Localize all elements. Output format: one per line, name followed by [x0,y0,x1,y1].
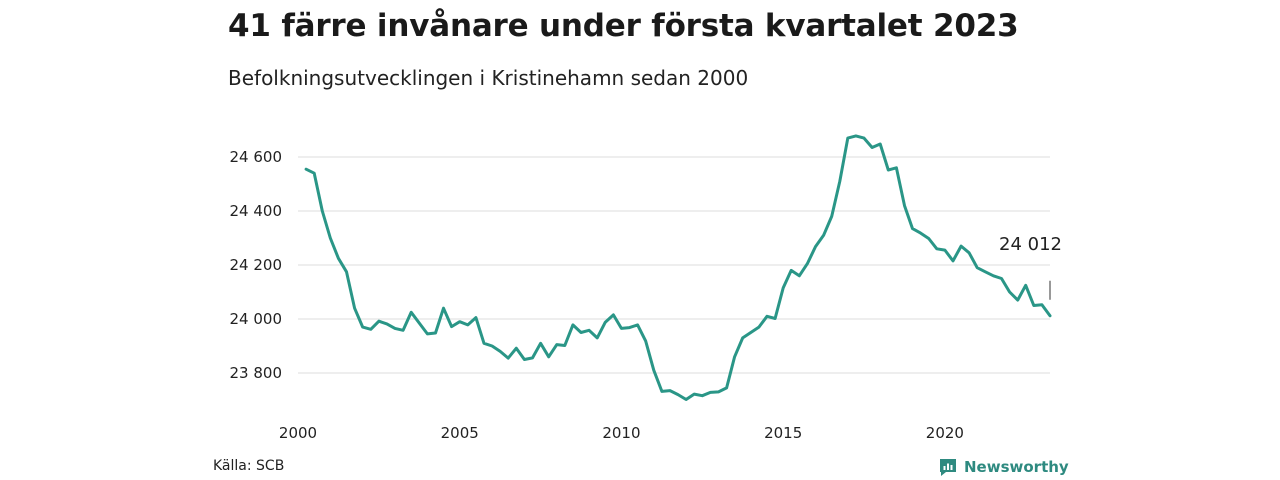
y-tick-label: 24 200 [230,256,283,274]
y-axis-ticks: 23 800 24 000 24 200 24 400 24 600 [230,148,283,382]
series-layer [304,134,1052,401]
x-tick-label: 2010 [602,424,640,442]
x-tick-label: 2005 [441,424,479,442]
y-gridlines [298,156,1050,374]
last-value-label: 24 012 [999,234,1062,255]
brand-logo[interactable]: Newsworthy [938,455,1069,479]
chart-subtitle: Befolkningsutvecklingen i Kristinehamn s… [228,66,749,90]
chart-title: 41 färre invånare under första kvartalet… [228,8,1019,44]
x-tick-label: 2015 [764,424,802,442]
annotation-layer: 24 012 [999,234,1062,300]
y-tick-label: 24 400 [230,202,283,220]
x-axis-ticks: 2000 2005 2010 2015 2020 [279,424,964,442]
y-tick-label: 23 800 [230,364,283,382]
newsworthy-logo-icon [940,459,956,476]
brand-name: Newsworthy [964,458,1069,476]
source-credit: Källa: SCB [213,458,285,474]
x-tick-label: 2000 [279,424,317,442]
x-tick-label: 2020 [926,424,964,442]
y-tick-label: 24 000 [230,310,283,328]
population-line [304,134,1052,401]
y-tick-label: 24 600 [230,148,283,166]
